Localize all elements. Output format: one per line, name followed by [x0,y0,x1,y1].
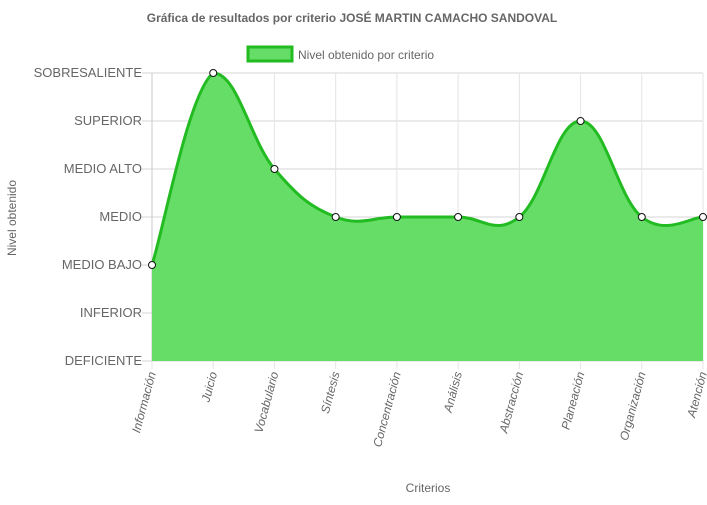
x-tick-label: Juicio [198,370,220,405]
data-point[interactable] [637,213,646,221]
y-tick-label: MEDIO [99,209,142,224]
data-point[interactable] [209,69,218,77]
y-tick-label: SUPERIOR [74,113,142,128]
chart-title: Gráfica de resultados por criterio JOSÉ … [147,10,558,25]
data-point[interactable] [148,261,156,269]
data-point[interactable] [331,213,340,221]
x-tick-label: Concentración [370,370,404,449]
legend-swatch [246,45,294,63]
y-tick-label: DEFICIENTE [65,353,143,368]
legend-label: Nivel obtenido por criterio [298,48,434,62]
y-tick-label: INFERIOR [80,305,142,320]
y-tick-labels: DEFICIENTE INFERIOR MEDIO BAJO MEDIO MEDIO A… [34,65,143,368]
data-point[interactable] [454,213,463,221]
data-point[interactable] [392,213,401,221]
x-tick-label: Planeación [559,370,588,431]
y-tick-label: MEDIO ALTO [64,161,142,176]
data-point[interactable] [576,117,585,125]
x-tick-label: Información [129,370,159,434]
x-tick-label: Síntesis [318,370,343,415]
y-axis-label: Nivel obtenido [5,180,19,256]
x-axis-label: Criterios [406,481,451,495]
x-tick-label: Organización [617,370,649,442]
x-tick-labels: Información Juicio Vocabulario Síntesis Conc… [129,370,707,449]
y-tick-label: SOBRESALIENTE [34,65,143,80]
data-points [148,69,707,269]
y-tick-label: MEDIO BAJO [62,257,142,272]
x-tick-label: Atención [684,370,707,420]
x-tick-label: Análisis [441,370,465,415]
x-tick-label: Vocabulario [252,370,282,435]
data-point[interactable] [270,165,279,173]
data-point[interactable] [515,213,524,221]
series-line [150,71,704,266]
data-point[interactable] [699,213,707,221]
x-tick-label: Abstracción [496,370,526,435]
legend[interactable]: Nivel obtenido por criterio [246,45,434,63]
